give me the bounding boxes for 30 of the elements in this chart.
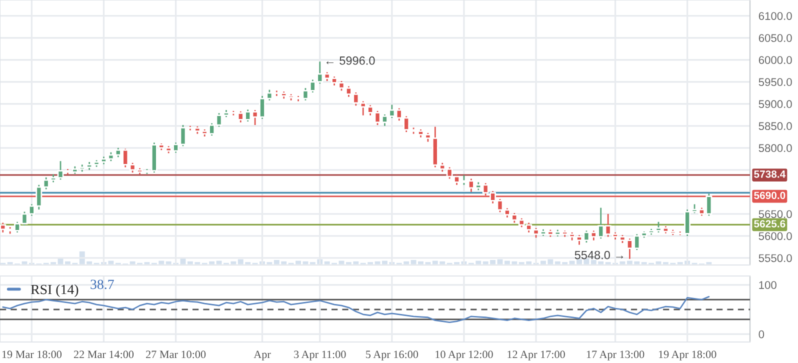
y-tick-label: 100 (759, 281, 776, 289)
y-tick-label: 5950.0 (758, 78, 792, 86)
x-tick-label: 19 Apr 18:00 (658, 350, 716, 360)
annotation: ← 5996.0 (326, 56, 375, 65)
y-tick-label: 0 (758, 330, 764, 338)
annotation: 38.7 (90, 280, 114, 290)
y-tick-label: 5550.0 (758, 254, 792, 262)
x-tick-label: 10 Apr 12:00 (436, 350, 493, 360)
x-tick-label: 27 Mar 10:00 (146, 350, 206, 358)
x-tick-label: 22 Mar 14:00 (74, 350, 134, 358)
y-tick-label: 5800.0 (758, 144, 792, 152)
ref-line-label: 5625.6 (754, 220, 786, 228)
y-tick-label: 6100.0 (758, 12, 792, 20)
x-tick-label: 12 Apr 17:00 (508, 350, 565, 360)
x-tick-label: 5 Apr 16:00 (366, 350, 418, 360)
x-tick-label: Apr (254, 350, 271, 360)
legend-label: RSI (14) (30, 284, 78, 298)
x-tick-label: 17 Apr 13:00 (586, 350, 644, 360)
y-tick-label: 5850.0 (758, 122, 792, 130)
x-tick-label: 19 Mar 18:00 (2, 350, 62, 358)
y-tick-label: 6050.0 (758, 34, 792, 42)
y-tick-label: 6000.0 (758, 56, 792, 64)
y-tick-label: 5650.0 (758, 210, 792, 218)
ref-line-label: 5690.0 (754, 192, 786, 200)
y-tick-label: 5600.0 (758, 232, 792, 240)
annotation: 5548.0 → (574, 250, 624, 260)
y-tick-label: 5900.0 (758, 100, 792, 108)
ref-line-label: 5738.4 (754, 170, 786, 178)
line-series (2, 296, 710, 323)
x-tick-label: 3 Apr 11:00 (294, 350, 346, 360)
